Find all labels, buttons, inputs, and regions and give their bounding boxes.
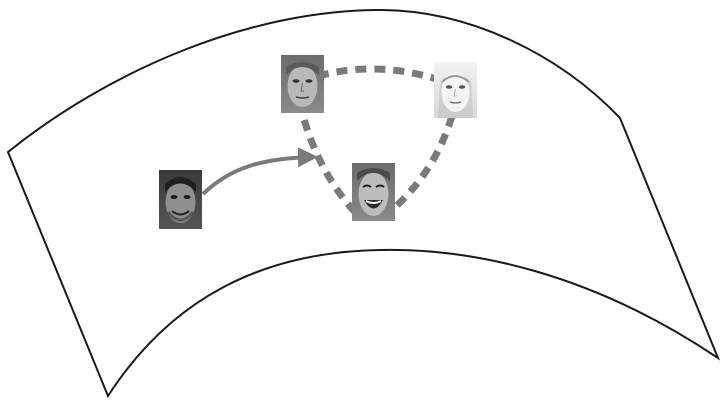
manifold-surface [6,8,721,399]
solid-arrow-connector [201,147,318,196]
dashed-path-bottom-top [298,111,358,215]
dashed-path-right-bottom [389,114,456,213]
face-bottom-thumbnail [352,163,395,221]
dashed-path-top-right [317,65,442,84]
face-left-thumbnail [159,170,202,229]
face-right-thumbnail [434,62,477,118]
face-top-thumbnail [281,55,324,113]
